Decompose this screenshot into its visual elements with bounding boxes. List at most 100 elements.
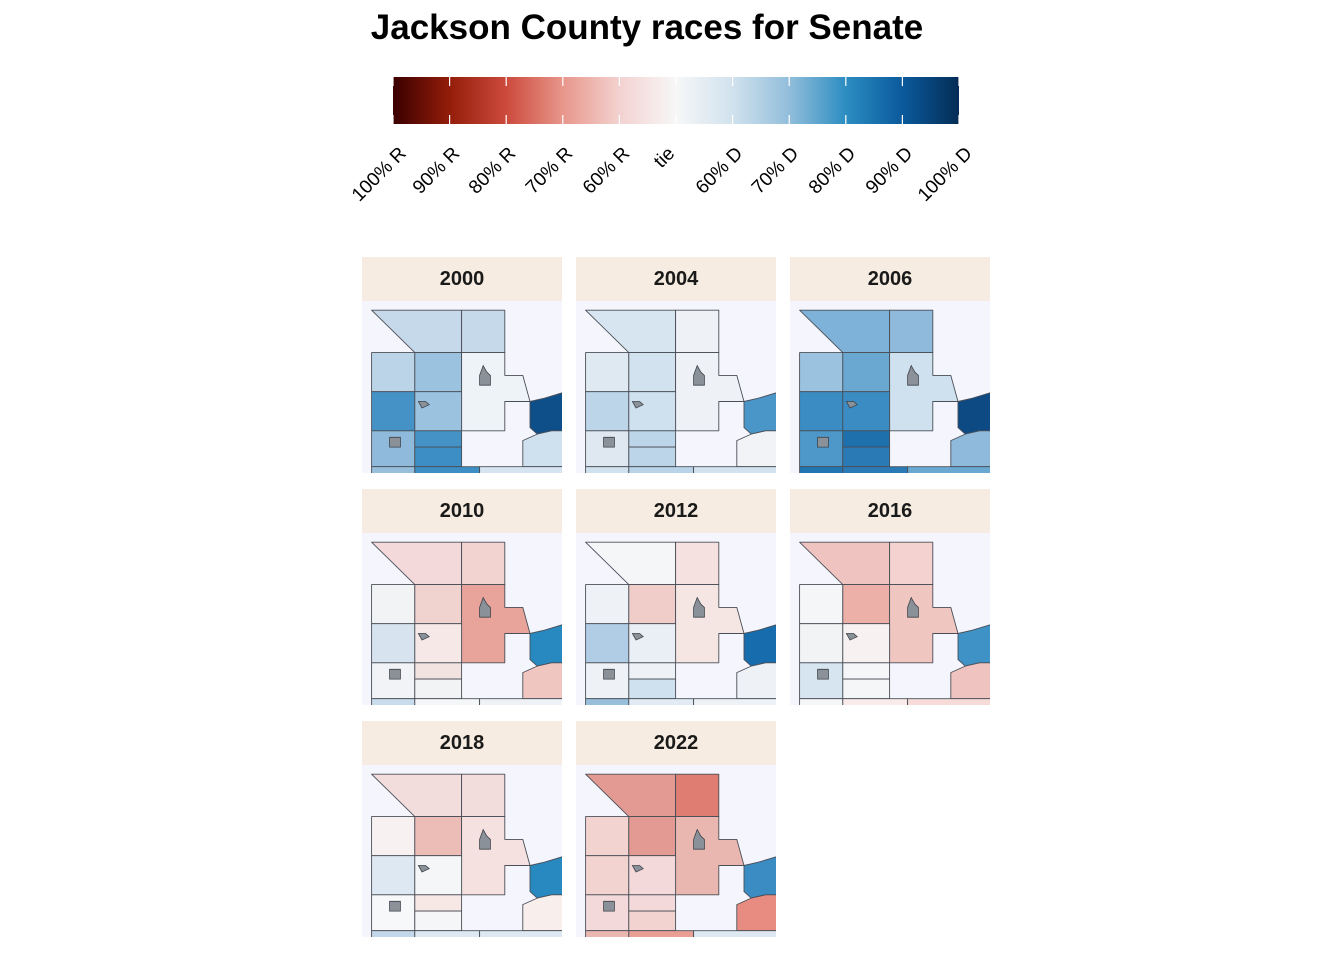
township-region: [371, 855, 416, 896]
city-enclave: [389, 900, 401, 912]
township-region: [675, 816, 745, 896]
township-region: [461, 541, 506, 586]
township-region: [799, 391, 844, 432]
township-region: [371, 541, 463, 586]
township-region: [693, 698, 776, 705]
city-enclave: [479, 596, 491, 618]
township-region: [842, 584, 891, 625]
city-enclave: [631, 401, 644, 409]
township-region: [799, 584, 844, 625]
panel-year-label: 2004: [576, 257, 776, 301]
township-region: [628, 352, 677, 393]
panel-year-label: 2006: [790, 257, 990, 301]
township-region: [628, 662, 677, 680]
township-region: [371, 623, 416, 664]
township-region: [522, 894, 562, 932]
panel-year-label: 2016: [790, 489, 990, 533]
city-enclave: [603, 668, 615, 680]
county-map: [576, 301, 776, 473]
county-map-svg: [371, 309, 562, 473]
chart-title: Jackson County races for Senate: [370, 8, 924, 47]
legend-tick-label: 70% R: [521, 143, 578, 199]
township-region: [889, 584, 959, 664]
city-enclave: [417, 633, 430, 641]
township-region: [628, 623, 677, 664]
township-region: [371, 466, 416, 473]
panel-year-label: 2010: [362, 489, 562, 533]
city-enclave: [631, 633, 644, 641]
township-region: [889, 352, 959, 432]
city-enclave: [693, 364, 705, 386]
township-region: [585, 541, 677, 586]
township-region: [371, 584, 416, 625]
township-region: [414, 584, 463, 625]
township-region: [585, 623, 630, 664]
legend-tick-label: 80% R: [465, 143, 521, 199]
county-map: [790, 533, 990, 705]
township-region: [585, 662, 630, 700]
township-region: [693, 466, 776, 473]
township-region: [799, 352, 844, 393]
township-region: [675, 309, 720, 354]
township-region: [585, 773, 677, 818]
township-region: [585, 894, 630, 932]
city-enclave: [845, 401, 858, 409]
township-region: [675, 773, 720, 818]
map-panel-2016: 2016: [790, 489, 990, 705]
city-enclave: [631, 865, 644, 873]
city-enclave: [845, 633, 858, 641]
township-region: [675, 541, 720, 586]
township-region: [461, 816, 531, 896]
legend-tick-label: 90% D: [861, 143, 917, 199]
township-region: [799, 698, 844, 705]
township-region: [799, 662, 844, 700]
township-region: [628, 910, 677, 932]
township-region: [585, 855, 630, 896]
township-region: [799, 430, 844, 468]
township-region: [371, 662, 416, 700]
township-region: [736, 430, 776, 468]
county-map: [362, 533, 562, 705]
township-region: [585, 466, 630, 473]
legend-tick-label: 80% D: [804, 143, 861, 199]
township-region: [736, 662, 776, 700]
township-region: [371, 391, 416, 432]
legend-tick-label: 100% R: [347, 143, 411, 206]
township-region: [842, 698, 909, 705]
township-region: [628, 698, 695, 705]
township-region: [585, 930, 630, 937]
township-region: [907, 698, 990, 705]
township-region: [414, 930, 481, 937]
township-region: [675, 584, 745, 664]
panel-year-label: 2012: [576, 489, 776, 533]
township-region: [414, 894, 463, 912]
township-region: [907, 466, 990, 473]
county-map-svg: [585, 773, 776, 937]
city-enclave: [603, 900, 615, 912]
township-region: [628, 466, 695, 473]
county-map-svg: [799, 309, 990, 473]
township-region: [479, 698, 562, 705]
panel-year-label: 2018: [362, 721, 562, 765]
township-region: [461, 773, 506, 818]
township-region: [479, 466, 562, 473]
township-region: [522, 430, 562, 468]
township-region: [842, 662, 891, 680]
township-region: [522, 662, 562, 700]
township-region: [371, 430, 416, 468]
township-region: [743, 856, 776, 899]
city-enclave: [479, 364, 491, 386]
township-region: [585, 430, 630, 468]
township-region: [529, 392, 562, 435]
county-map: [576, 765, 776, 937]
township-region: [799, 309, 891, 354]
township-region: [842, 466, 909, 473]
township-region: [479, 930, 562, 937]
township-region: [371, 352, 416, 393]
legend-tick-label: 60% R: [578, 143, 634, 199]
township-region: [461, 584, 531, 664]
county-map-svg: [371, 541, 562, 705]
township-region: [799, 623, 844, 664]
township-region: [414, 446, 463, 468]
legend-tick-label: tie: [650, 143, 680, 173]
